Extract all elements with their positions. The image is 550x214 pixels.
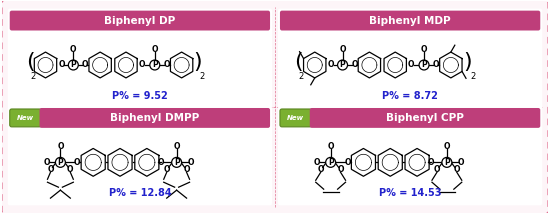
Text: O: O (327, 61, 334, 70)
Text: O: O (163, 61, 170, 70)
FancyBboxPatch shape (280, 109, 312, 127)
Text: (: ( (26, 52, 35, 72)
Text: O: O (444, 142, 450, 151)
Text: O: O (337, 165, 344, 174)
FancyBboxPatch shape (278, 106, 542, 205)
Circle shape (56, 157, 65, 167)
Text: Biphenyl DP: Biphenyl DP (104, 16, 175, 25)
Text: P: P (421, 61, 427, 70)
Text: 2: 2 (470, 72, 475, 81)
Circle shape (326, 157, 336, 167)
Circle shape (338, 60, 348, 70)
Text: 2: 2 (298, 72, 304, 81)
Text: P: P (340, 61, 345, 70)
FancyBboxPatch shape (280, 11, 540, 31)
Circle shape (150, 60, 160, 70)
FancyBboxPatch shape (8, 106, 272, 205)
Text: O: O (433, 61, 439, 70)
Text: O: O (317, 165, 324, 174)
Text: O: O (314, 158, 320, 167)
Text: O: O (74, 158, 80, 167)
Text: O: O (339, 45, 346, 54)
Text: O: O (428, 158, 435, 167)
Text: O: O (188, 158, 194, 167)
Text: O: O (47, 165, 54, 174)
Text: ): ) (464, 52, 472, 72)
Text: O: O (173, 142, 180, 151)
Text: (: ( (295, 52, 303, 72)
Text: P: P (174, 158, 179, 167)
Text: P: P (328, 158, 333, 167)
Text: O: O (163, 165, 170, 174)
Text: P% = 12.84: P% = 12.84 (108, 189, 171, 198)
Text: P% = 8.72: P% = 8.72 (382, 91, 438, 101)
FancyBboxPatch shape (40, 108, 270, 128)
Text: O: O (70, 45, 76, 54)
Text: O: O (139, 61, 145, 70)
FancyBboxPatch shape (10, 109, 42, 127)
Text: O: O (408, 61, 414, 70)
Text: O: O (82, 61, 89, 70)
Text: O: O (157, 158, 164, 167)
FancyBboxPatch shape (310, 108, 540, 128)
Text: 2: 2 (30, 72, 35, 81)
Text: New: New (17, 115, 34, 121)
Text: P: P (152, 61, 158, 70)
Circle shape (419, 60, 429, 70)
FancyBboxPatch shape (278, 9, 542, 108)
Text: O: O (57, 142, 64, 151)
Text: Biphenyl MDP: Biphenyl MDP (369, 16, 451, 25)
FancyBboxPatch shape (8, 9, 272, 108)
Text: O: O (58, 61, 65, 70)
Text: ): ) (193, 52, 202, 72)
Text: O: O (344, 158, 351, 167)
Text: O: O (458, 158, 464, 167)
Text: P: P (58, 158, 63, 167)
Text: O: O (67, 165, 74, 174)
Text: O: O (43, 158, 50, 167)
Circle shape (442, 157, 452, 167)
Text: 2: 2 (200, 72, 205, 81)
Text: O: O (434, 165, 440, 174)
Text: O: O (327, 142, 334, 151)
Circle shape (172, 157, 182, 167)
Text: P: P (444, 158, 450, 167)
Text: O: O (351, 61, 358, 70)
Text: P% = 9.52: P% = 9.52 (112, 91, 168, 101)
Text: Biphenyl DMPP: Biphenyl DMPP (110, 113, 200, 123)
Text: New: New (287, 115, 305, 121)
Text: Biphenyl CPP: Biphenyl CPP (386, 113, 464, 123)
Text: O: O (421, 45, 427, 54)
Text: O: O (183, 165, 190, 174)
Text: P% = 14.53: P% = 14.53 (379, 189, 441, 198)
Circle shape (68, 60, 78, 70)
Text: O: O (454, 165, 460, 174)
Text: O: O (152, 45, 158, 54)
FancyBboxPatch shape (10, 11, 270, 31)
Text: P: P (70, 61, 76, 70)
